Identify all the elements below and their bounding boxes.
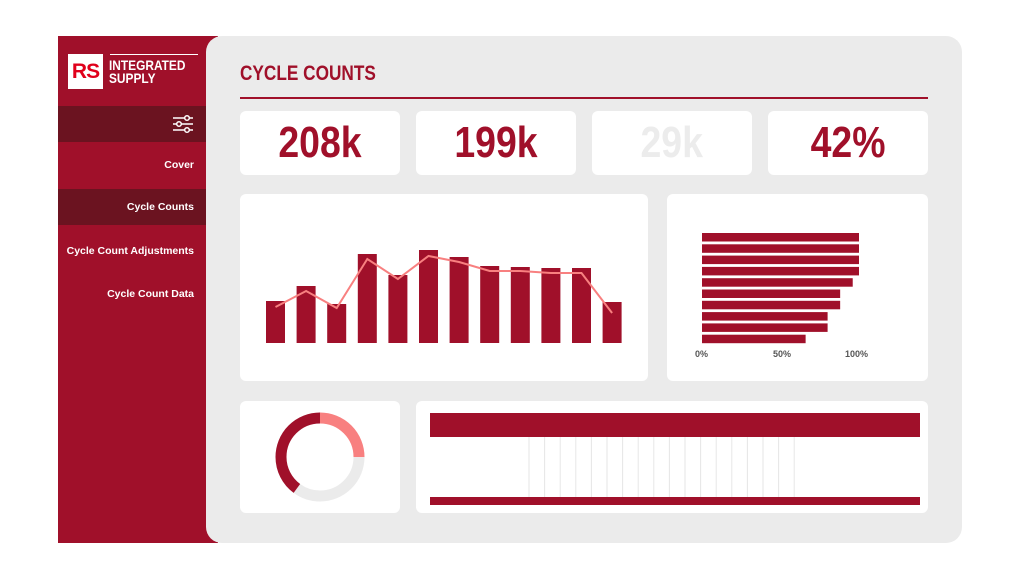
logo-text: INTEGRATED SUPPLY [109,56,186,86]
table-visual [430,413,920,505]
nav-cover[interactable]: Cover [164,159,194,171]
kpi-card: 208k [240,111,400,175]
line-series [275,254,613,314]
hbar [702,323,828,332]
kpi-card: 42% [768,111,928,175]
logo: RS INTEGRATED SUPPLY [68,54,199,89]
bar [602,302,622,343]
hbar [702,244,859,253]
donut-slice [275,412,365,502]
combo-chart [266,250,622,343]
sidebar: RS INTEGRATED SUPPLY Cover Cycle Counts C… [58,36,218,543]
page-title: CYCLE COUNTS [240,62,376,85]
bar [541,268,561,343]
sliders-icon [173,114,193,134]
logo-mark: RS [68,54,103,89]
bar [266,301,285,343]
table-card [416,401,928,513]
title-divider [240,97,928,99]
table-footer [430,497,920,505]
hbar-chart-card: 0% 50% 100% [667,194,928,381]
hbar [702,255,859,265]
bar [449,257,469,343]
hbar [702,312,828,321]
filter-button[interactable] [58,106,206,142]
hbar [702,278,853,287]
hbar [702,289,841,298]
bar [296,286,316,343]
hbar [702,233,859,242]
bar [388,275,408,343]
nav-cycle-count-data[interactable]: Cycle Count Data [107,288,194,300]
hbar [702,334,806,344]
donut-card [240,401,400,513]
bar [357,254,377,343]
hbar-chart [702,233,859,344]
combo-chart-card [240,194,648,381]
nav-cycle-counts[interactable]: Cycle Counts [58,189,206,225]
bar [510,267,530,343]
bar [327,304,347,343]
nav-cycle-count-adjustments[interactable]: Cycle Count Adjustments [66,245,194,257]
hbar [702,300,841,310]
bar [572,268,591,343]
donut-slice [275,412,365,502]
x-tick: 0% [695,349,709,359]
x-tick: 50% [773,349,792,359]
kpi-card: 29k [592,111,752,175]
x-tick: 100% [845,349,869,359]
kpi-card: 199k [416,111,576,175]
table-header [430,413,920,437]
bar [480,266,500,343]
logo-divider [110,54,198,55]
main-panel: CYCLE COUNTS 208k 199k 29k 42% 0% 50% 10… [206,36,962,543]
donut-chart [275,412,365,502]
bar [419,250,438,343]
hbar [702,266,859,276]
